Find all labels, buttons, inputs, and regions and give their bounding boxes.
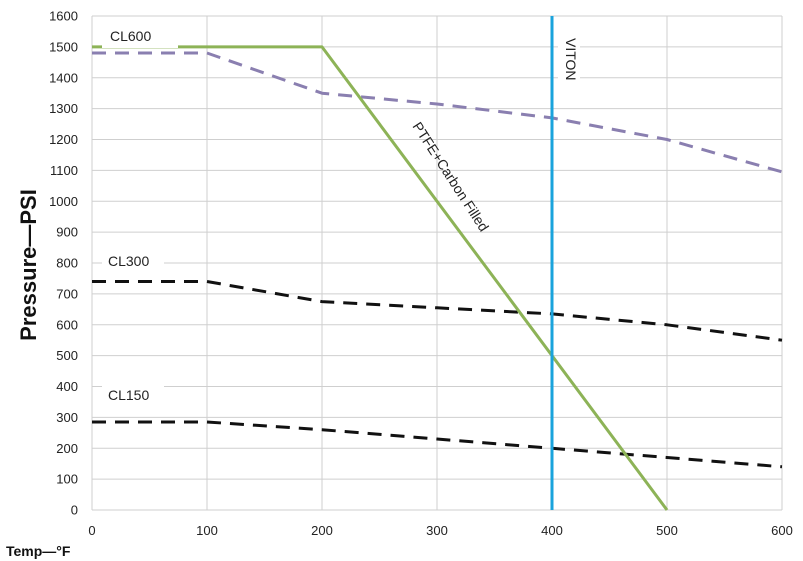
y-tick-labels: 0 100 200 300 400 500 600 700 800 900 1000 1100 1200… — [49, 9, 78, 518]
series-line-cl150 — [92, 420, 783, 469]
y-tick-label: 1200 — [49, 132, 78, 147]
x-tick-label: 600 — [771, 523, 793, 538]
x-tick-label: 500 — [656, 523, 678, 538]
y-tick-label: 300 — [56, 410, 78, 425]
y-tick-label: 1000 — [49, 194, 78, 209]
series-line-cl300 — [92, 280, 783, 342]
x-tick-label: 400 — [541, 523, 563, 538]
y-tick-label: 600 — [56, 317, 78, 332]
y-tick-label: 1600 — [49, 9, 78, 24]
x-axis-title: Temp—°F — [6, 543, 71, 559]
x-tick-label: 200 — [311, 523, 333, 538]
x-tick-labels: 0 100 200 300 400 500 600 — [88, 523, 792, 538]
grid — [91, 15, 783, 511]
series-label-viton: VITON — [563, 38, 579, 81]
series-label-ptfe: PTFE+Carbon Filled — [409, 119, 492, 234]
cl300-label-bg — [102, 250, 164, 272]
series-label-cl300: CL300 — [108, 253, 149, 269]
y-axis-title: Pressure—PSI — [16, 189, 41, 341]
y-tick-label: 0 — [71, 503, 78, 518]
y-tick-label: 400 — [56, 379, 78, 394]
y-tick-label: 800 — [56, 256, 78, 271]
y-tick-label: 200 — [56, 441, 78, 456]
y-tick-label: 1300 — [49, 101, 78, 116]
cl150-label-bg — [102, 384, 164, 406]
y-tick-label: 1400 — [49, 70, 78, 85]
series-label-cl600: CL600 — [110, 28, 151, 44]
x-tick-label: 0 — [88, 523, 95, 538]
y-tick-label: 100 — [56, 472, 78, 487]
y-tick-label: 1500 — [49, 39, 78, 54]
x-tick-label: 100 — [196, 523, 218, 538]
viton-label-bg — [558, 32, 580, 94]
y-tick-label: 1100 — [50, 163, 78, 178]
y-tick-label: 900 — [56, 225, 78, 240]
cl600-label-bg — [102, 24, 178, 48]
y-tick-label: 500 — [56, 348, 78, 363]
series-line-cl600 — [92, 51, 783, 174]
series-label-cl150: CL150 — [108, 387, 149, 403]
series-line-ptfe-carbon-filled — [92, 45, 669, 511]
x-tick-label: 300 — [426, 523, 448, 538]
y-tick-label: 700 — [56, 286, 78, 301]
